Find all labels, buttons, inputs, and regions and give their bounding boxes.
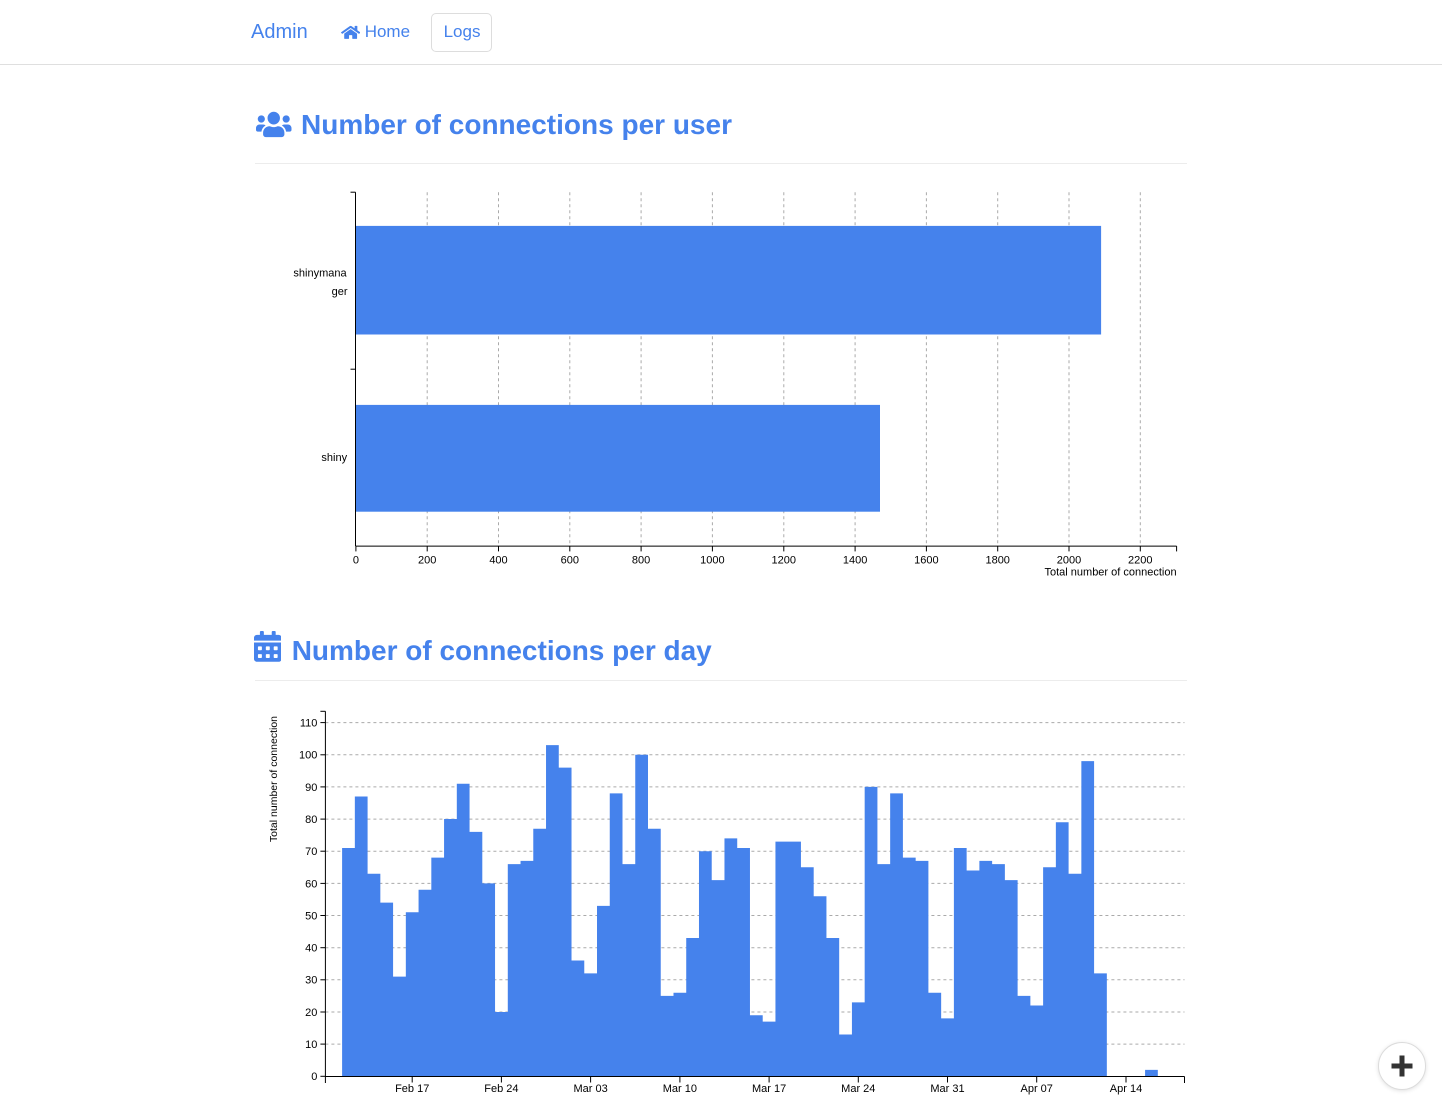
svg-text:0: 0 [311,1071,317,1083]
svg-text:2200: 2200 [1128,555,1152,567]
svg-text:Apr 07: Apr 07 [1020,1083,1052,1095]
svg-text:80: 80 [305,814,317,826]
svg-text:50: 50 [305,910,317,922]
svg-text:110: 110 [300,718,318,730]
svg-text:0: 0 [353,555,359,567]
svg-text:Mar 03: Mar 03 [573,1083,607,1095]
svg-text:600: 600 [561,555,579,567]
svg-text:200: 200 [418,555,436,567]
svg-text:shiny: shiny [321,452,347,464]
svg-text:Feb 24: Feb 24 [484,1083,518,1095]
svg-text:400: 400 [489,555,507,567]
svg-text:1000: 1000 [700,555,724,567]
svg-text:Mar 31: Mar 31 [930,1083,964,1095]
svg-text:Total number of connection: Total number of connection [1045,567,1177,579]
svg-text:1800: 1800 [985,555,1009,567]
svg-text:Feb 17: Feb 17 [395,1083,429,1095]
svg-text:shinymana: shinymana [293,268,347,280]
svg-text:60: 60 [305,878,317,890]
svg-text:1600: 1600 [914,555,938,567]
svg-text:40: 40 [305,943,317,955]
svg-text:70: 70 [305,846,317,858]
svg-text:Apr 14: Apr 14 [1110,1083,1142,1095]
svg-text:2000: 2000 [1057,555,1081,567]
svg-text:20: 20 [305,1007,317,1019]
svg-text:Mar 24: Mar 24 [841,1083,875,1095]
svg-text:100: 100 [299,750,317,762]
svg-text:Total number of connection: Total number of connection [268,716,280,842]
svg-text:1200: 1200 [772,555,796,567]
svg-text:Mar 17: Mar 17 [752,1083,786,1095]
svg-text:1400: 1400 [843,555,867,567]
svg-text:ger: ger [332,286,348,298]
svg-text:30: 30 [305,975,317,987]
svg-text:10: 10 [305,1039,317,1051]
svg-text:800: 800 [632,555,650,567]
svg-text:Mar 10: Mar 10 [663,1083,697,1095]
svg-text:90: 90 [305,782,317,794]
